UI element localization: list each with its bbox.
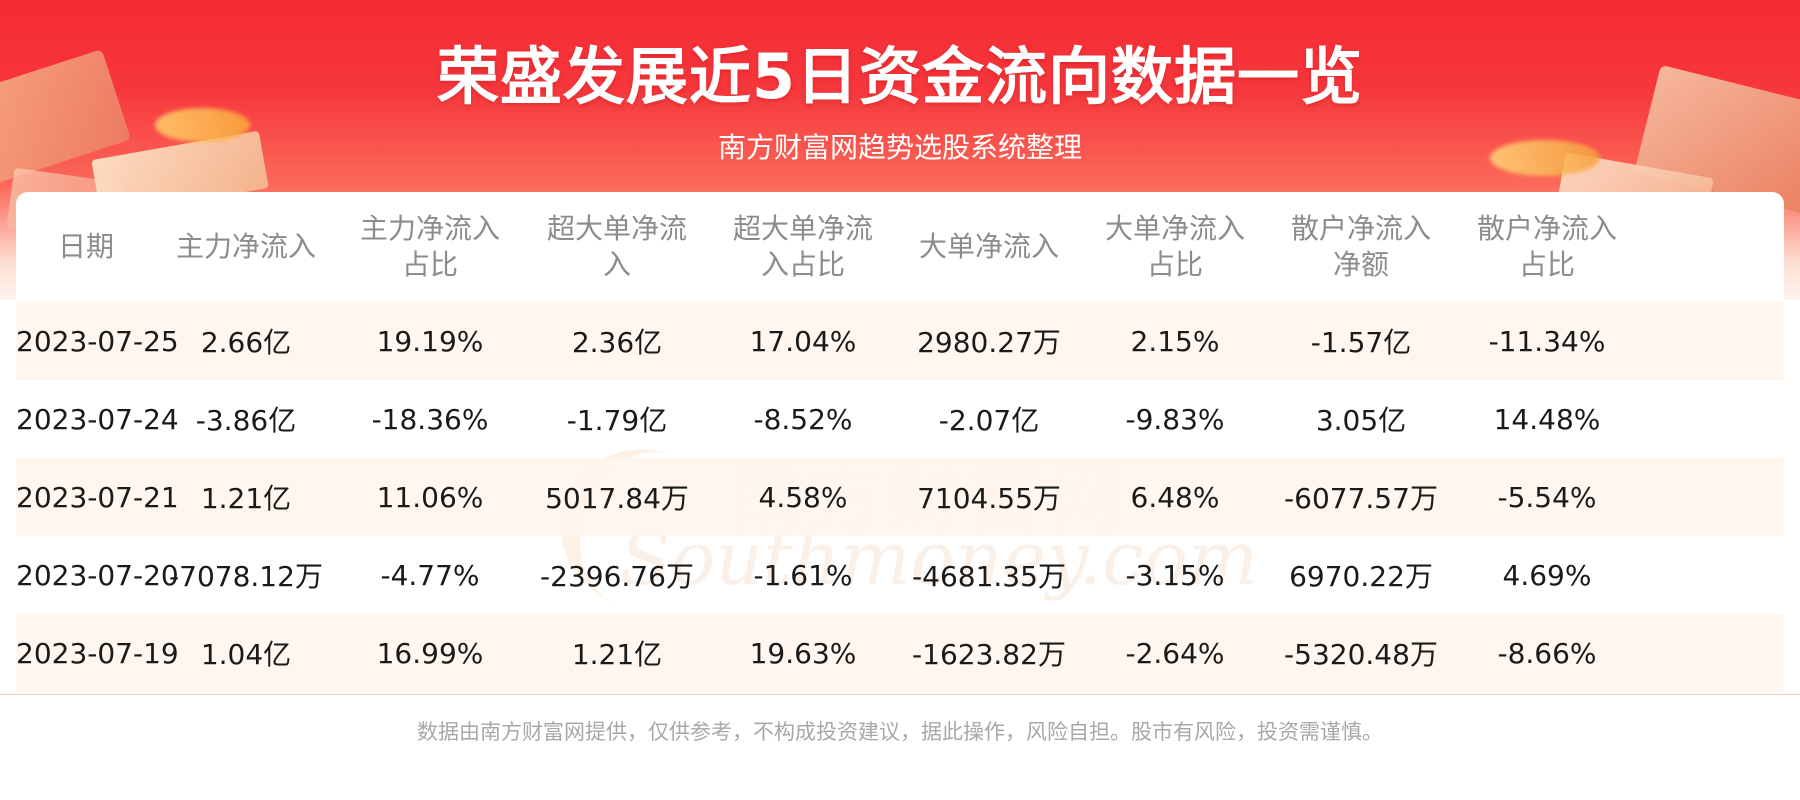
table-cell: 11.06% <box>336 458 524 536</box>
header-xl-inflow: 超大单净流入 <box>546 212 687 281</box>
table-cell: 2023-07-21 <box>16 458 179 536</box>
table-row: 2023-07-19 1.04亿 16.99% 1.21亿 19.63% -16… <box>16 614 1784 692</box>
table-cell: -2396.76万 <box>540 560 694 593</box>
table-cell: 2.15% <box>1082 302 1268 380</box>
table-cell: -1.57亿 <box>1268 302 1454 380</box>
table-cell: -1.61% <box>753 558 853 592</box>
decor-coin-glow <box>1490 140 1600 176</box>
table-cell: -2.07亿 <box>938 404 1040 437</box>
table-cell: 2023-07-19 <box>16 614 179 692</box>
table-cell: -18.36% <box>371 402 489 436</box>
header-large-inflow-ratio: 大单净流入占比 <box>1104 212 1245 281</box>
table-cell: 2980.27万 <box>896 302 1082 380</box>
table-cell: -8.66% <box>1454 614 1640 692</box>
table-cell: 2023-07-20 <box>16 558 179 592</box>
table-cell: 16.99% <box>336 614 524 692</box>
header-xl-inflow-ratio: 超大单净流入占比 <box>732 212 873 281</box>
table-cell-spacer <box>1640 380 1784 458</box>
disclaimer-text: 数据由南方财富网提供，仅供参考，不构成投资建议，据此操作，风险自担。股市有风险，… <box>417 720 1383 744</box>
table-cell: 4.58% <box>710 458 896 536</box>
footer-divider <box>0 694 1800 695</box>
table-cell: -1.79亿 <box>566 404 668 437</box>
table-cell: -3.86亿 <box>195 404 297 437</box>
table-row: 2023-07-20 -7078.12万 -4.77% -2396.76万 -1… <box>16 536 1784 614</box>
table-cell: -1623.82万 <box>896 614 1082 692</box>
table-cell: -3.15% <box>1125 558 1225 592</box>
table-cell: -4681.35万 <box>912 560 1066 593</box>
table-cell: -8.52% <box>753 402 853 436</box>
table-cell: -6077.57万 <box>1268 458 1454 536</box>
page-subtitle: 南方财富网趋势选股系统整理 <box>717 131 1082 164</box>
table-cell: 7104.55万 <box>896 458 1082 536</box>
table-row: 2023-07-21 1.21亿 11.06% 5017.84万 4.58% 7… <box>16 458 1784 536</box>
table-cell: 1.21亿 <box>156 458 336 536</box>
header-large-inflow: 大单净流入 <box>918 230 1059 263</box>
table-cell: 19.19% <box>336 302 524 380</box>
table-cell: 2023-07-25 <box>16 302 179 380</box>
header-retail-inflow: 散户净流入净额 <box>1290 212 1431 281</box>
table-cell-spacer <box>1640 536 1784 614</box>
fund-flow-table: 日期 主力净流入 主力净流入占比 超大单净流入 超大单净流入占比 大单净流入 大… <box>16 192 1784 692</box>
table-cell: 2.36亿 <box>524 302 710 380</box>
table-header-row: 日期 主力净流入 主力净流入占比 超大单净流入 超大单净流入占比 大单净流入 大… <box>16 192 1784 302</box>
table-cell-spacer <box>1640 302 1784 380</box>
table-cell: 2.66亿 <box>156 302 336 380</box>
table-cell: -11.34% <box>1454 302 1640 380</box>
table-cell: -7078.12万 <box>169 560 323 593</box>
table-cell: 5017.84万 <box>524 458 710 536</box>
table-cell: 14.48% <box>1493 402 1601 436</box>
decor-coin-glow <box>155 108 250 142</box>
table-cell: -2.64% <box>1082 614 1268 692</box>
table-cell: 6.48% <box>1082 458 1268 536</box>
page-title: 荣盛发展近5日资金流向数据一览 <box>436 40 1364 113</box>
table-row: 2023-07-24 -3.86亿 -18.36% -1.79亿 -8.52% … <box>16 380 1784 458</box>
table-cell-spacer <box>1640 614 1784 692</box>
table-cell: -5.54% <box>1454 458 1640 536</box>
table-cell: 17.04% <box>710 302 896 380</box>
table-cell-spacer <box>1640 458 1784 536</box>
header-main-inflow: 主力净流入 <box>175 230 316 263</box>
table-cell: 3.05亿 <box>1315 404 1407 437</box>
table-cell: 1.04亿 <box>156 614 336 692</box>
table-row: 2023-07-25 2.66亿 19.19% 2.36亿 17.04% 298… <box>16 302 1784 380</box>
table-cell: 4.69% <box>1502 558 1592 592</box>
table-cell: -5320.48万 <box>1268 614 1454 692</box>
table-cell: -4.77% <box>380 558 480 592</box>
header-main-inflow-ratio: 主力净流入占比 <box>359 212 500 281</box>
header-spacer <box>1640 192 1784 302</box>
table-cell: 1.21亿 <box>524 614 710 692</box>
header-date: 日期 <box>57 230 114 263</box>
table-cell: -9.83% <box>1125 402 1225 436</box>
table-cell: 6970.22万 <box>1289 560 1433 593</box>
header-retail-inflow-ratio: 散户净流入占比 <box>1476 212 1617 281</box>
table-cell: 2023-07-24 <box>16 402 179 436</box>
table-cell: 19.63% <box>710 614 896 692</box>
